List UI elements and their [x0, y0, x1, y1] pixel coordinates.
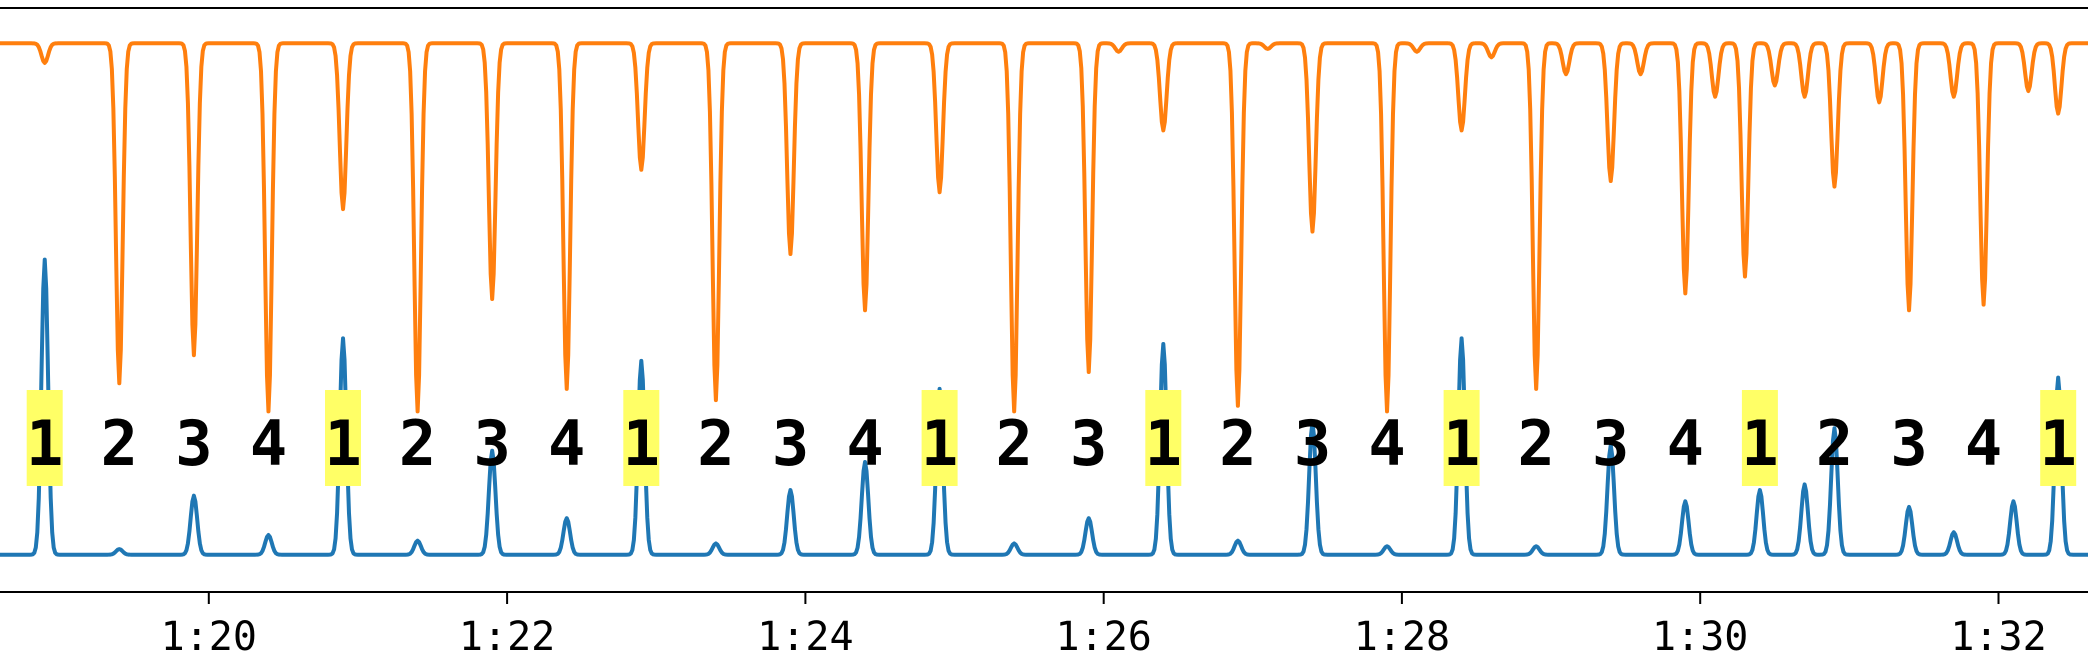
downbeat-highlight: [26, 390, 63, 486]
beat-label: 4: [846, 407, 883, 480]
downbeat-highlight: [921, 390, 958, 486]
beat-label: 3: [474, 407, 511, 480]
beat-label: 4: [1667, 407, 1704, 480]
x-tick-label: 1:30: [1652, 614, 1748, 660]
downbeat-highlight: [1741, 390, 1778, 486]
beat-label: 3: [175, 407, 212, 480]
beat-label: 4: [250, 407, 287, 480]
x-tick-label: 1:26: [1056, 614, 1152, 660]
x-tick-label: 1:22: [459, 614, 555, 660]
downbeat-highlight: [2040, 390, 2077, 486]
beat-label: 1: [1145, 407, 1182, 480]
beat-label: 1: [26, 407, 63, 480]
beat-label: 4: [1368, 407, 1405, 480]
beat-label: 2: [996, 407, 1033, 480]
beat-label: 3: [1070, 407, 1107, 480]
beat-label: 1: [1741, 407, 1778, 480]
orange-series-line: [0, 41, 2088, 414]
beat-label: 3: [1294, 407, 1331, 480]
beat-label: 2: [1816, 407, 1853, 480]
x-tick-label: 1:32: [1950, 614, 2046, 660]
beat-label: 4: [1965, 407, 2002, 480]
x-tick-label: 1:20: [161, 614, 257, 660]
beat-label: 4: [548, 407, 585, 480]
beat-label: 3: [772, 407, 809, 480]
beat-label: 2: [399, 407, 436, 480]
downbeat-highlight: [1443, 390, 1480, 486]
x-axis-ticks: 1:20 1:22 1:24 1:26 1:28 1:30 1:32: [161, 592, 2047, 660]
beat-label: 1: [324, 407, 361, 480]
x-tick-label: 1:28: [1354, 614, 1450, 660]
beat-label: 2: [1219, 407, 1256, 480]
downbeat-highlight: [325, 390, 361, 486]
beat-label: 1: [2040, 407, 2077, 480]
downbeat-highlight: [623, 390, 660, 486]
beat-highlight-layer: [26, 390, 2077, 486]
x-tick-label: 1:24: [757, 614, 853, 660]
beat-label: 2: [1518, 407, 1555, 480]
beat-label: 1: [623, 407, 660, 480]
beat-label: 2: [697, 407, 734, 480]
beat-label: 1: [1443, 407, 1480, 480]
downbeat-highlight: [1145, 390, 1182, 486]
beat-label: 1: [921, 407, 958, 480]
beat-label: 2: [101, 407, 138, 480]
beat-label: 3: [1592, 407, 1629, 480]
beat-label: 3: [1890, 407, 1927, 480]
